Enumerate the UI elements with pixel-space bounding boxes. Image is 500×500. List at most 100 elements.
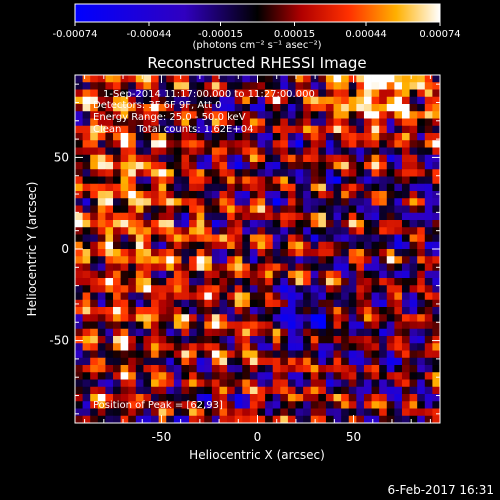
heatmap-cell bbox=[257, 241, 266, 250]
heatmap-cell bbox=[151, 270, 160, 279]
heatmap-cell bbox=[432, 176, 441, 185]
heatmap-cell bbox=[348, 343, 357, 351]
heatmap-cell bbox=[97, 118, 106, 127]
heatmap-cell bbox=[424, 96, 433, 105]
heatmap-cell bbox=[401, 212, 410, 221]
heatmap-cell bbox=[82, 227, 91, 235]
heatmap-cell bbox=[432, 401, 441, 409]
heatmap-cell bbox=[82, 350, 91, 359]
heatmap-cell bbox=[386, 118, 395, 127]
heatmap-cell bbox=[432, 321, 441, 330]
heatmap-cell bbox=[371, 350, 380, 359]
heatmap-cell bbox=[417, 89, 426, 98]
heatmap-cell bbox=[105, 285, 114, 293]
heatmap-cell bbox=[120, 111, 129, 119]
annotation-block: 1-Sep-2014 11:17:00.000 to 11:27:00.000 … bbox=[93, 89, 315, 135]
heatmap-cell bbox=[120, 401, 129, 409]
heatmap-cell bbox=[196, 270, 205, 279]
heatmap-cell bbox=[363, 111, 372, 119]
heatmap-cell bbox=[135, 176, 144, 185]
heatmap-cell bbox=[219, 227, 228, 235]
heatmap-cell bbox=[295, 256, 304, 264]
heatmap-cell bbox=[75, 263, 84, 272]
heatmap-cell bbox=[348, 256, 357, 264]
heatmap-cell bbox=[143, 321, 152, 330]
heatmap-cell bbox=[158, 307, 167, 315]
heatmap-cell bbox=[401, 386, 410, 395]
heatmap-cell bbox=[181, 336, 190, 344]
heatmap-cell bbox=[143, 307, 152, 315]
heatmap-cell bbox=[303, 379, 312, 388]
heatmap-cell bbox=[409, 176, 418, 185]
heatmap-cell bbox=[257, 104, 266, 112]
heatmap-cell bbox=[341, 350, 350, 359]
heatmap-cell bbox=[287, 133, 296, 141]
heatmap-cell bbox=[234, 118, 243, 127]
heatmap-cell bbox=[196, 386, 205, 395]
heatmap-cell bbox=[363, 408, 372, 417]
heatmap-cell bbox=[234, 133, 243, 141]
heatmap-cell bbox=[409, 270, 418, 279]
heatmap-cell bbox=[272, 386, 281, 395]
heatmap-cell bbox=[363, 270, 372, 279]
heatmap-cell bbox=[310, 336, 319, 344]
heatmap-cell bbox=[75, 408, 84, 417]
heatmap-cell bbox=[401, 343, 410, 351]
heatmap-cell bbox=[120, 205, 129, 214]
heatmap-cell bbox=[280, 241, 289, 250]
heatmap-cell bbox=[90, 249, 99, 257]
heatmap-cell bbox=[287, 365, 296, 373]
heatmap-cell bbox=[432, 220, 441, 228]
heatmap-cell bbox=[341, 336, 350, 344]
heatmap-cell bbox=[272, 241, 281, 250]
heatmap-cell bbox=[135, 205, 144, 214]
heatmap-cell bbox=[143, 75, 152, 83]
heatmap-cell bbox=[341, 96, 350, 105]
heatmap-cell bbox=[371, 154, 380, 163]
heatmap-cell bbox=[158, 140, 167, 148]
heatmap-cell bbox=[219, 350, 228, 359]
heatmap-cell bbox=[424, 118, 433, 127]
heatmap-cell bbox=[318, 285, 327, 293]
heatmap-cell bbox=[75, 350, 84, 359]
heatmap-cell bbox=[363, 263, 372, 272]
heatmap-cell bbox=[333, 321, 342, 330]
heatmap-cell bbox=[325, 234, 334, 243]
colorbar-tick-label: 0.00074 bbox=[419, 29, 460, 40]
heatmap-cell bbox=[242, 394, 251, 402]
heatmap-cell bbox=[242, 401, 251, 409]
heatmap-cell bbox=[432, 249, 441, 257]
heatmap-cell bbox=[128, 394, 137, 402]
heatmap-cell bbox=[242, 162, 251, 170]
heatmap-cell bbox=[143, 234, 152, 243]
heatmap-cell bbox=[120, 408, 129, 417]
heatmap-cell bbox=[196, 321, 205, 330]
heatmap-cell bbox=[333, 162, 342, 170]
heatmap-cell bbox=[341, 343, 350, 351]
heatmap-cell bbox=[280, 263, 289, 272]
heatmap-cell bbox=[325, 285, 334, 293]
heatmap-cell bbox=[189, 220, 198, 228]
heatmap-cell bbox=[257, 82, 266, 90]
heatmap-cell bbox=[409, 111, 418, 119]
heatmap-cell bbox=[211, 401, 220, 409]
heatmap-cell bbox=[401, 263, 410, 272]
heatmap-cell bbox=[371, 249, 380, 257]
heatmap-cell bbox=[90, 75, 99, 83]
heatmap-cell bbox=[432, 415, 441, 424]
heatmap-cell bbox=[151, 386, 160, 395]
heatmap-cell bbox=[356, 75, 365, 83]
heatmap-cell bbox=[280, 278, 289, 286]
x-tick-label: 50 bbox=[346, 430, 361, 444]
heatmap-cell bbox=[135, 263, 144, 272]
heatmap-cell bbox=[249, 191, 258, 199]
heatmap-cell bbox=[143, 82, 152, 90]
heatmap-cell bbox=[173, 292, 182, 301]
heatmap-cell bbox=[151, 118, 160, 127]
heatmap-cell bbox=[333, 234, 342, 243]
heatmap-cell bbox=[341, 278, 350, 286]
heatmap-cell bbox=[105, 386, 114, 395]
heatmap-cell bbox=[90, 176, 99, 185]
heatmap-cell bbox=[90, 125, 99, 134]
heatmap-cell bbox=[356, 176, 365, 185]
